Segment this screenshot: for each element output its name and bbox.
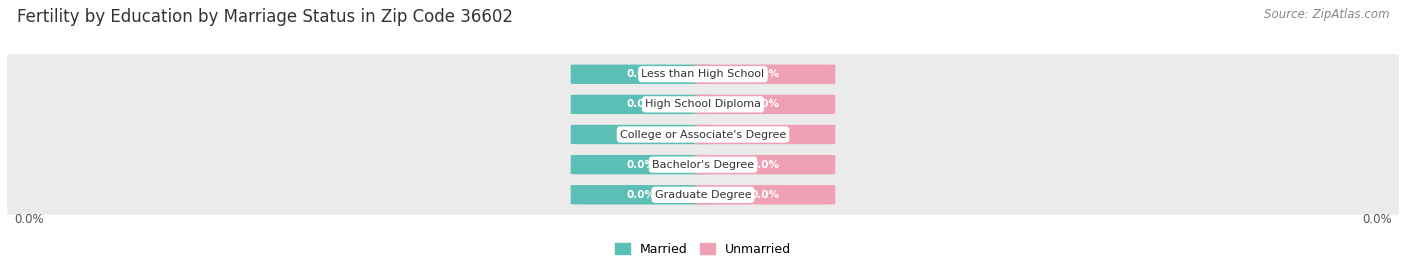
Text: 0.0%: 0.0%	[627, 69, 655, 79]
Text: 0.0%: 0.0%	[751, 190, 779, 200]
Text: Less than High School: Less than High School	[641, 69, 765, 79]
FancyBboxPatch shape	[695, 155, 835, 174]
Text: College or Associate's Degree: College or Associate's Degree	[620, 129, 786, 140]
FancyBboxPatch shape	[695, 125, 835, 144]
FancyBboxPatch shape	[571, 125, 711, 144]
Text: 0.0%: 0.0%	[751, 69, 779, 79]
FancyBboxPatch shape	[695, 185, 835, 204]
FancyBboxPatch shape	[7, 145, 1399, 185]
Text: Source: ZipAtlas.com: Source: ZipAtlas.com	[1264, 8, 1389, 21]
FancyBboxPatch shape	[695, 95, 835, 114]
Text: Bachelor's Degree: Bachelor's Degree	[652, 160, 754, 170]
Text: 0.0%: 0.0%	[14, 213, 44, 226]
Text: 0.0%: 0.0%	[1362, 213, 1392, 226]
Text: 0.0%: 0.0%	[627, 129, 655, 140]
FancyBboxPatch shape	[7, 175, 1399, 215]
Text: 0.0%: 0.0%	[751, 99, 779, 109]
Text: 0.0%: 0.0%	[751, 160, 779, 170]
FancyBboxPatch shape	[695, 65, 835, 84]
Text: 0.0%: 0.0%	[751, 129, 779, 140]
Text: 0.0%: 0.0%	[627, 99, 655, 109]
FancyBboxPatch shape	[7, 84, 1399, 124]
Text: High School Diploma: High School Diploma	[645, 99, 761, 109]
FancyBboxPatch shape	[7, 54, 1399, 94]
FancyBboxPatch shape	[571, 185, 711, 204]
Text: 0.0%: 0.0%	[627, 160, 655, 170]
FancyBboxPatch shape	[571, 155, 711, 174]
Text: Fertility by Education by Marriage Status in Zip Code 36602: Fertility by Education by Marriage Statu…	[17, 8, 513, 26]
FancyBboxPatch shape	[7, 115, 1399, 154]
Text: 0.0%: 0.0%	[627, 190, 655, 200]
FancyBboxPatch shape	[571, 95, 711, 114]
Legend: Married, Unmarried: Married, Unmarried	[610, 238, 796, 261]
FancyBboxPatch shape	[571, 65, 711, 84]
Text: Graduate Degree: Graduate Degree	[655, 190, 751, 200]
